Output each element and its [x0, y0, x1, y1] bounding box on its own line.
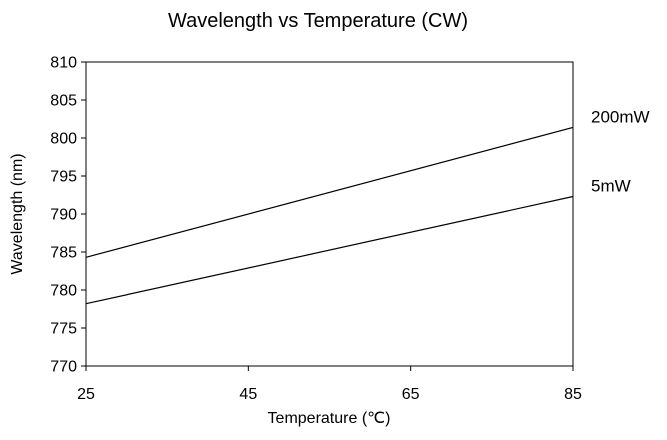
- x-tick-label: 45: [239, 386, 257, 403]
- y-tick-label: 810: [50, 55, 77, 72]
- x-axis-label: Temperature (℃): [268, 410, 391, 427]
- chart-title: Wavelength vs Temperature (CW): [168, 10, 468, 32]
- series-label-200mw: 200mW: [591, 107, 650, 126]
- x-axis-ticks: 25 45 65 85: [77, 366, 582, 403]
- series-line-200mw: [85, 126, 574, 258]
- series-lines: [85, 126, 574, 305]
- y-axis-label: Wavelength (nm): [9, 153, 26, 274]
- x-tick-label: 85: [564, 386, 582, 403]
- y-tick-label: 800: [50, 131, 77, 148]
- series-label-5mw: 5mW: [591, 177, 631, 196]
- y-tick-label: 805: [50, 93, 77, 110]
- y-axis-ticks: 770 775 780 785 790 795 800 805 810: [50, 55, 86, 376]
- x-tick-label: 25: [77, 386, 95, 403]
- y-tick-label: 795: [50, 169, 77, 186]
- series-labels: 200mW 5mW: [591, 107, 650, 195]
- series-line-5mw: [85, 195, 574, 305]
- x-tick-label: 65: [402, 386, 420, 403]
- y-tick-label: 775: [50, 321, 77, 338]
- y-tick-label: 770: [50, 359, 77, 376]
- y-tick-label: 780: [50, 283, 77, 300]
- plot-area-frame: [85, 61, 574, 367]
- y-tick-label: 790: [50, 207, 77, 224]
- y-tick-label: 785: [50, 245, 77, 262]
